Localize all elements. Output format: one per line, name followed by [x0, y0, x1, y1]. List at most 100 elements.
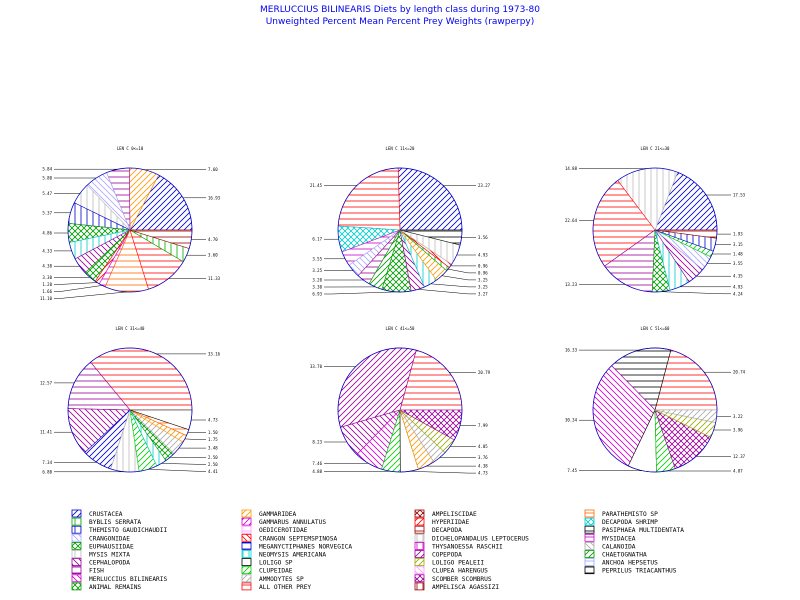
legend-entry-ammodytes-sp: AMMODYTES SP [241, 574, 304, 583]
legend-entry-loligo-sp: LOLIGO SP [241, 558, 293, 567]
legend-entry-ampelisca-agassizi: AMPELISCA AGASSIZI [414, 582, 499, 591]
pie-value-label: 4.87 [733, 469, 743, 474]
leader-line [441, 275, 476, 281]
legend-label: CRANGONIDAE [89, 535, 130, 542]
legend-label: ANCHOA HEPSETUS [602, 560, 658, 567]
legend-label: ALL OTHER PREY [259, 584, 311, 591]
legend-label: FISH [89, 568, 104, 575]
pie-value-label: 4.86 [42, 230, 52, 235]
legend-entry-animal-remains: ANIMAL REMAINS [71, 582, 141, 591]
pie-value-label: 6.17 [312, 237, 322, 242]
pie-value-label: 1.20 [42, 282, 52, 287]
pie-value-label: 4.30 [42, 264, 52, 269]
legend-label: CLUPEIDAE [259, 568, 293, 575]
leader-line [54, 285, 103, 292]
legend-label: ANIMAL REMAINS [89, 584, 141, 591]
pie-value-label: 16.93 [208, 195, 221, 200]
chart-subtitle: Unweighted Percent Mean Percent Prey Wei… [265, 17, 535, 27]
pie-value-label: 3.48 [208, 446, 218, 451]
legend-swatch [71, 509, 82, 518]
legend-label: MYSIS MIXTA [89, 552, 130, 559]
legend-swatch [71, 533, 82, 542]
legend-label: SCOMBER SCOMBRUS [432, 576, 492, 583]
legend-entry-clupea-harengus: CLUPEA HARENGUS [414, 566, 488, 575]
legend-label: AMPELISCIDAE [432, 511, 477, 518]
pie-value-label: 3.15 [733, 242, 743, 247]
pie-value-label: 6.93 [312, 292, 322, 297]
legend-swatch [414, 525, 425, 534]
legend-entry-byblis-serrata: BYBLIS SERRATA [71, 517, 141, 526]
leader-line [184, 438, 206, 440]
legend-entry-gammarus-annulatus: GAMMARUS ANNULATUS [241, 517, 326, 526]
legend-entry-copepoda: COPEPODA [414, 550, 462, 559]
legend-entry-merluccius-bilinearis: MERLUCCIUS BILINEARIS [71, 574, 168, 583]
pie-value-label: 0.96 [478, 270, 488, 275]
pie-value-label: 3.20 [312, 278, 322, 283]
pie-value-label: 3.55 [733, 261, 743, 266]
pie-value-label: 21.45 [310, 183, 323, 188]
legend-entry-crangonidae: CRANGONIDAE [71, 533, 130, 542]
pie-value-label: 4.35 [733, 274, 743, 279]
legend-swatch [414, 566, 425, 575]
legend-entry-anchoa-hepsetus: ANCHOA HEPSETUS [584, 558, 658, 567]
pie-value-label: 1.48 [733, 252, 743, 257]
leader-line [417, 289, 476, 295]
legend-entry-scomber-scombrus: SCOMBER SCOMBRUS [414, 574, 492, 583]
legend-swatch [71, 574, 82, 583]
legend-swatch [584, 542, 595, 550]
leader-line [148, 469, 206, 472]
pie-value-label: 4.41 [208, 469, 218, 474]
legend-swatch [241, 550, 252, 558]
pie-chart-6: LEN C 51<=60 20.74 3.22 3.96 12.37 4.87 16.33 3… [565, 326, 746, 474]
legend-swatch [414, 574, 425, 583]
legend-swatch [414, 558, 425, 566]
legend-entry-decapoda-shrimp: DECAPODA SHRIMP [584, 517, 658, 526]
legend-label: NEOMYSIS AMERICANA [259, 552, 326, 559]
legend-label: LOLIGO SP [259, 560, 293, 567]
leader-line [161, 463, 206, 465]
legend-swatch [241, 542, 252, 550]
pie-value-label: 3.76 [478, 455, 488, 460]
legend-label: CEPHALOPODA [89, 560, 130, 567]
legend-entry-mysis-mixta: MYSIS MIXTA [71, 550, 130, 559]
legend-entry-pasiphaea-multidentata: PASIPHAEA MULTIDENTATA [584, 525, 684, 534]
legend-label: LOLIGO PEALEII [432, 560, 484, 567]
legend-entry-hyperiidae: HYPERIIDAE [414, 517, 470, 526]
pie-title: LEN C 31<=40 [116, 326, 145, 331]
pie-value-label: 1.75 [208, 437, 218, 442]
pie-value-label: 23.27 [478, 183, 491, 188]
legend-entry-neomysis-americana: NEOMYSIS AMERICANA [241, 550, 326, 559]
pie-title: LEN C 21<=30 [641, 146, 670, 151]
legend-label: THYSANOESSA RASCHII [432, 543, 503, 550]
legend-entry-meganyctiphanes-norvegica: MEGANYCTIPHANES NORVEGICA [241, 542, 352, 550]
legend-swatch [414, 533, 425, 542]
pie-value-label: 5.84 [42, 167, 52, 172]
pie-title: LEN C 0<=10 [117, 146, 144, 151]
legend-entry-gammaridea: GAMMARIDEA [241, 509, 297, 518]
legend-swatch [71, 542, 82, 550]
pie-value-label: 20.79 [478, 370, 491, 375]
pie-value-label: 3.55 [312, 256, 322, 261]
legend-swatch [71, 566, 82, 575]
legend-entry-oedicerotidae: OEDICEROTIDAE [241, 525, 308, 534]
pie-outline [337, 347, 463, 473]
pie-value-label: 4.70 [208, 237, 218, 242]
legend-swatch [71, 550, 82, 558]
pie-value-label: 0.96 [478, 263, 488, 268]
leader-line [409, 471, 476, 474]
pie-outline [592, 347, 718, 473]
legend-label: CLUPEA HARENGUS [432, 568, 488, 575]
legend-swatch [241, 566, 252, 575]
legend-label: GAMMARUS ANNULATUS [259, 519, 326, 526]
legend-swatch [414, 542, 425, 550]
legend-label: DECAPODA [432, 527, 462, 534]
legend-swatch [241, 509, 252, 518]
pie-value-label: 33.70 [310, 364, 323, 369]
pie-value-label: 3.30 [42, 275, 52, 280]
legend-entry-dichelopandalus-leptocerus: DICHELOPANDALUS LEPTOCERUS [414, 533, 529, 542]
pie-value-label: 22.64 [565, 218, 578, 223]
pie-value-label: 3.27 [478, 291, 488, 296]
legend-label: AMMODYTES SP [259, 576, 304, 583]
pie-value-label: 4.24 [733, 291, 743, 296]
legend-entry-thysanoessa-raschii: THYSANOESSA RASCHII [414, 542, 503, 550]
